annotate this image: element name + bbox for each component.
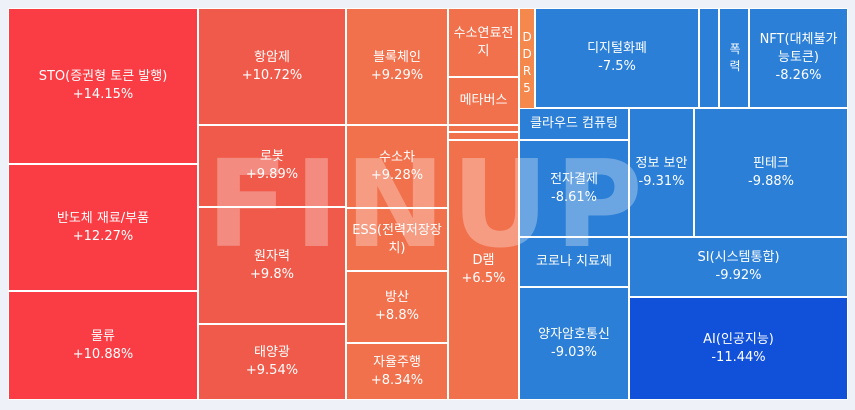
treemap-tile-항암제[interactable]: 항암제 +10.72% <box>198 8 346 125</box>
treemap-tile-ddr5[interactable]: DDR5 <box>519 8 535 118</box>
treemap: STO(증권형 토큰 발행) +14.15% 반도체 재료/부품 +12.27% 물류 +… <box>8 8 848 400</box>
tile-label: 물류 <box>91 328 115 344</box>
tile-change: +10.88% <box>72 346 134 362</box>
treemap-tile-si-시스템통합[interactable]: SI(시스템통합) -9.92% <box>629 237 848 297</box>
treemap-tile-sto-증권형-토큰-발행[interactable]: STO(증권형 토큰 발행) +14.15% <box>8 8 198 164</box>
tile-label: ESS(전력저장장치) <box>352 222 442 256</box>
tile-change: -11.44% <box>711 349 766 365</box>
tile-change: -7.5% <box>598 59 636 74</box>
tile-change: +9.28% <box>370 167 424 183</box>
treemap-tile-방산[interactable]: 방산 +8.8% <box>346 271 448 343</box>
treemap-tile-클라우드-컴퓨팅[interactable]: 클라우드 컴퓨팅 <box>519 108 629 140</box>
tile-change: +14.15% <box>72 87 134 102</box>
treemap-tile-d램[interactable]: D램 +6.5% <box>448 140 519 400</box>
tile-change: +12.27% <box>72 228 134 244</box>
tile-label: 항암제 <box>254 49 290 65</box>
tile-label: 양자암호통신 <box>538 326 610 342</box>
tile-label: 전자결제 <box>550 171 598 187</box>
tile-change: +8.8% <box>375 308 419 323</box>
treemap-tile-양자암호통신[interactable]: 양자암호통신 -9.03% <box>519 287 629 400</box>
tile-label: 수소연료전지 <box>453 25 514 59</box>
treemap-tile-자율주행[interactable]: 자율주행 +8.34% <box>346 343 448 400</box>
tile-label: D램 <box>472 253 495 268</box>
tile-label: 핀테크 <box>753 155 789 171</box>
treemap-tile-코로나-치료제[interactable]: 코로나 치료제 <box>519 237 629 287</box>
treemap-tile-핀테크[interactable]: 핀테크 -9.88% <box>694 108 848 237</box>
tile-label: AI(인공지능) <box>703 331 774 347</box>
tile-label: DDR5 <box>522 30 532 95</box>
treemap-tile-물류[interactable]: 물류 +10.88% <box>8 291 198 400</box>
tile-label: 수소차 <box>379 149 415 165</box>
tile-change: +6.5% <box>461 271 506 286</box>
tile-label: 폭력 <box>729 42 741 73</box>
treemap-tile-수소연료전지[interactable]: 수소연료전지 <box>448 8 519 77</box>
tile-change: -9.03% <box>551 344 597 360</box>
tile-label: 정보 보안 <box>635 155 688 171</box>
tile-change: -8.26% <box>775 68 822 83</box>
treemap-tile-수소차[interactable]: 수소차 +9.28% <box>346 125 448 208</box>
treemap-tile-ai-인공지능[interactable]: AI(인공지능) -11.44% <box>629 297 848 400</box>
treemap-tile-원자력[interactable]: 원자력 +9.8% <box>198 207 346 324</box>
tile-change: +8.34% <box>370 372 424 388</box>
treemap-tile-디지털화폐[interactable]: 디지털화폐 -7.5% <box>535 8 699 108</box>
treemap-tile-폭력[interactable]: 폭력 <box>719 8 749 108</box>
treemap-tile-반도체-재료-부품[interactable]: 반도체 재료/부품 +12.27% <box>8 164 198 291</box>
tile-change: -9.88% <box>748 173 794 189</box>
treemap-tile-정보-보안[interactable]: 정보 보안 -9.31% <box>629 108 694 237</box>
tile-label: 방산 <box>385 290 409 305</box>
treemap-tile-메타버스[interactable]: 메타버스 <box>448 77 519 125</box>
tile-label: 자율주행 <box>373 354 421 370</box>
tile-label: SI(시스템통합) <box>697 250 780 265</box>
tile-change: +9.89% <box>245 167 299 182</box>
tile-change: -9.92% <box>715 268 762 283</box>
tile-label: STO(증권형 토큰 발행) <box>38 69 168 84</box>
treemap-tile-unlabeled-14[interactable] <box>448 125 519 132</box>
tile-label: 메타버스 <box>459 93 508 108</box>
tile-change: -9.31% <box>638 173 685 189</box>
tile-label: 디지털화폐 <box>587 41 647 56</box>
treemap-tile-태양광[interactable]: 태양광 +9.54% <box>198 324 346 400</box>
treemap-tile-전자결제[interactable]: 전자결제 -8.61% <box>519 140 629 237</box>
tile-label: 로봇 <box>260 149 284 164</box>
treemap-tile-로봇[interactable]: 로봇 +9.89% <box>198 125 346 207</box>
treemap-tile-unlabeled-15[interactable] <box>448 132 519 140</box>
treemap-tile-nft-대체불가능토큰[interactable]: NFT(대체불가능토큰) -8.26% <box>749 8 848 108</box>
tile-change: -8.61% <box>551 189 597 205</box>
treemap-tile-블록체인[interactable]: 블록체인 +9.29% <box>346 8 448 125</box>
tile-label: 원자력 <box>254 248 290 264</box>
tile-change: +9.54% <box>245 363 299 378</box>
tile-label: 태양광 <box>254 345 290 360</box>
tile-change: +10.72% <box>241 67 303 83</box>
tile-change: +9.29% <box>370 67 424 83</box>
tile-label: 클라우드 컴퓨팅 <box>530 116 618 131</box>
tile-label: 블록체인 <box>373 49 421 65</box>
tile-label: 반도체 재료/부품 <box>56 210 150 226</box>
tile-change: +9.8% <box>250 266 294 282</box>
tile-label: 코로나 치료제 <box>536 254 612 269</box>
treemap-tile-unlabeled-19[interactable] <box>699 8 719 108</box>
tile-label: NFT(대체불가능토큰) <box>759 32 838 65</box>
treemap-tile-ess-전력저장장치[interactable]: ESS(전력저장장치) <box>346 208 448 271</box>
